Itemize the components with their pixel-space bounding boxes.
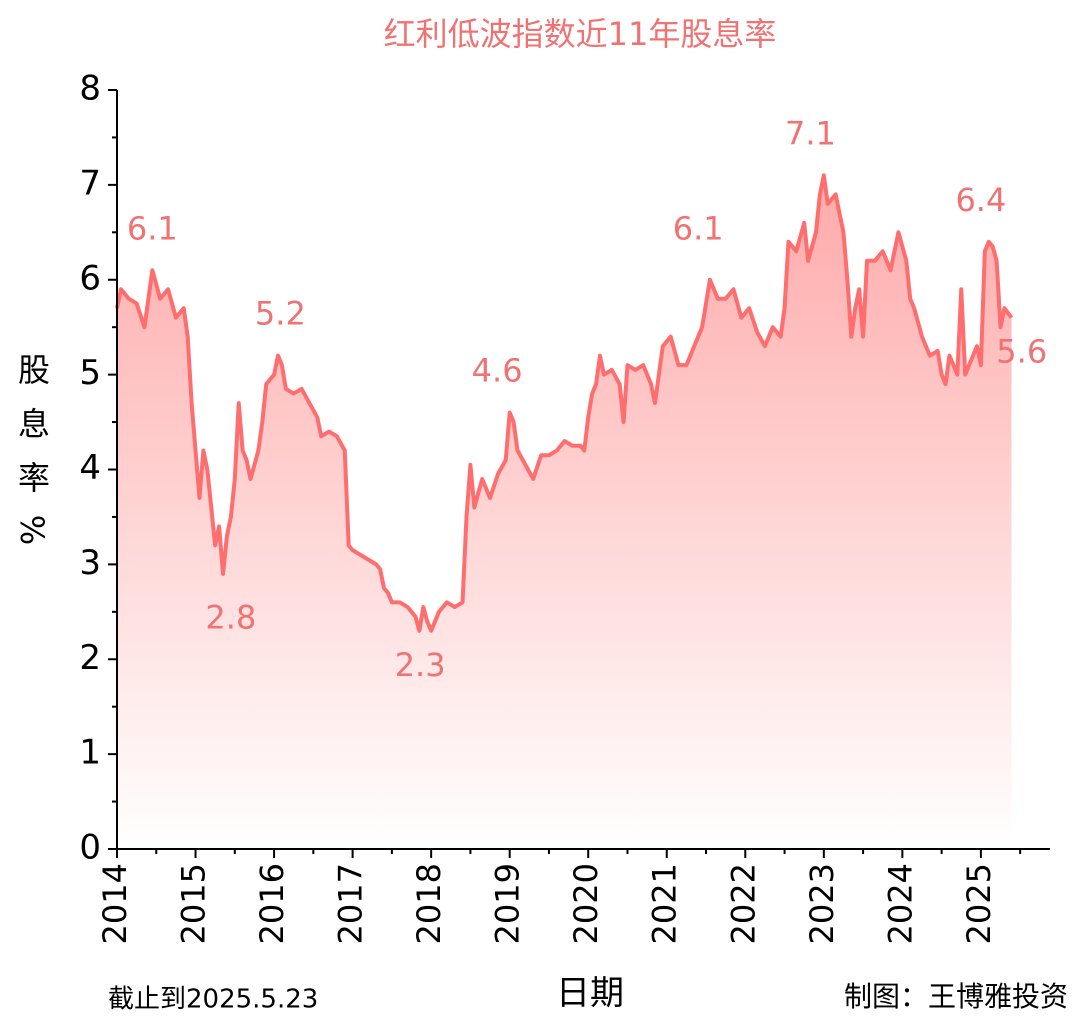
- area: [117, 175, 1012, 849]
- y-tick-label: 7: [79, 163, 101, 203]
- y-axis-label: 股息率%: [13, 353, 51, 567]
- annotation: 2.3: [395, 646, 446, 684]
- x-tick-label: 2018: [410, 863, 448, 944]
- annotation: 6.1: [673, 209, 724, 247]
- x-tick-label: 2025: [960, 863, 998, 944]
- annotation: 4.6: [472, 352, 523, 390]
- y-tick-label: 4: [79, 448, 101, 488]
- x-tick-label: 2021: [646, 863, 684, 944]
- footnote: 截止到2025.5.23: [108, 985, 318, 1015]
- x-tick-label: 2020: [567, 863, 605, 944]
- y-tick-label: 8: [79, 69, 101, 109]
- annotation: 5.6: [996, 333, 1047, 371]
- y-tick-label: 5: [79, 353, 101, 393]
- y-tick-label: 0: [79, 828, 101, 868]
- y-tick-label: 1: [79, 733, 101, 773]
- x-tick-label: 2024: [881, 863, 919, 944]
- annotation: 7.1: [785, 114, 836, 152]
- annotation: 5.2: [255, 295, 306, 333]
- line: [115, 173, 1014, 633]
- x-tick-label: 2019: [489, 863, 527, 944]
- annotation: 2.8: [205, 598, 256, 636]
- annotation: 6.4: [955, 181, 1006, 219]
- x-axis-label: 日期: [556, 974, 624, 1014]
- chart-title: 红利低波指数近11年股息率: [384, 15, 777, 53]
- x-tick-label: 2016: [253, 863, 291, 944]
- y-tick-label: 6: [79, 258, 101, 298]
- y-axis-label: 股息率%: [13, 353, 51, 567]
- x-tick-label: 2015: [175, 863, 213, 944]
- x-tick-label: 2023: [803, 863, 841, 944]
- annotation: 6.1: [127, 209, 178, 247]
- x-tick-label: 2017: [332, 863, 370, 944]
- y-tick-label: 3: [79, 543, 101, 583]
- credit: 制图：王博雅投资: [844, 980, 1068, 1013]
- x-tick-label: 2014: [96, 863, 134, 944]
- y-tick-label: 2: [79, 638, 101, 678]
- x-tick-label: 2022: [724, 863, 762, 944]
